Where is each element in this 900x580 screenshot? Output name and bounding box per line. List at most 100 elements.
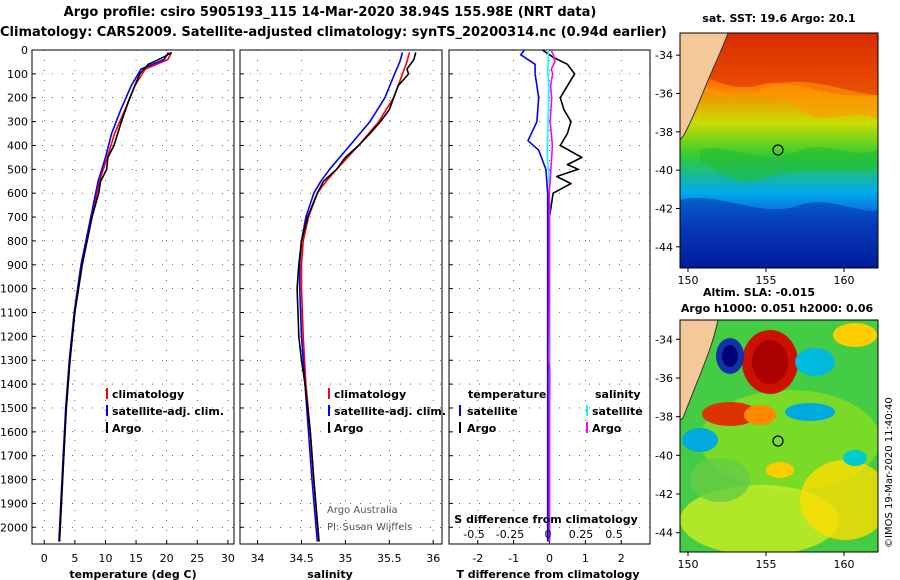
x-tick-label: -2: [472, 552, 483, 565]
series-line-satellite-adj-clim: [298, 52, 404, 542]
depth-tick-label: 1600: [0, 426, 28, 439]
sla-lon-tick-label: 160: [834, 558, 855, 571]
depth-tick-label: 100: [7, 68, 28, 81]
sla-map-title-2: Argo h1000: 0.051 h2000: 0.06: [681, 302, 874, 315]
depth-tick-label: 1900: [0, 497, 28, 510]
depth-tick-label: 400: [7, 139, 28, 152]
sst-map: [680, 33, 878, 268]
legend-label-s-argo: Argo: [592, 422, 622, 435]
salinity-axis-label: salinity: [307, 568, 353, 580]
depth-tick-label: 300: [7, 116, 28, 129]
x-tick-label: 0: [546, 552, 553, 565]
depth-tick-label: 1100: [0, 307, 28, 320]
x-tick-label: 0: [41, 552, 48, 565]
salinity-legend: climatology satellite-adj. clim. Argo: [328, 388, 446, 435]
s-diff-tick-label: 0: [545, 528, 552, 541]
legend-label-t-argo: Argo: [467, 422, 497, 435]
x-tick-label: 5: [71, 552, 78, 565]
sla-lat-tick-label: -36: [655, 372, 673, 385]
series-line-t-satellite: [519, 49, 549, 542]
sla-lat-tick-label: -44: [655, 527, 673, 540]
x-tick-label: 2: [618, 552, 625, 565]
legend-label-argo: Argo: [112, 422, 142, 435]
sla-lat-tick-label: -40: [655, 449, 673, 462]
s-difference-axis-label: S difference from climatology: [454, 513, 638, 526]
sst-lat-tick-label: -40: [655, 164, 673, 177]
imos-timestamp: ©IMOS 19-Mar-2020 11:40:40: [884, 397, 895, 548]
depth-tick-label: 600: [7, 187, 28, 200]
sst-argo-position-marker: [772, 144, 784, 156]
sla-argo-position-marker: [772, 435, 784, 447]
legend-label-argo: Argo: [334, 422, 364, 435]
sst-lat-tick-label: -44: [655, 241, 673, 254]
depth-tick-label: 200: [7, 92, 28, 105]
series-line-argo: [296, 52, 417, 542]
sla-lon-tick-label: 150: [678, 558, 699, 571]
depth-tick-label: 700: [7, 211, 28, 224]
sla-map-frame: [679, 319, 879, 553]
depth-tick-label: 1000: [0, 283, 28, 296]
x-tick-label: 34.5: [289, 552, 314, 565]
series-line-satellite-adj-clim: [58, 51, 170, 542]
x-tick-label: 25: [190, 552, 204, 565]
legend-label-s-satellite: satellite: [592, 405, 643, 418]
sst-lon-tick-label: 150: [678, 274, 699, 287]
salinity-panel-frame: [239, 49, 443, 545]
title-line-1: Argo profile: csiro 5905193_115 14-Mar-2…: [63, 5, 597, 20]
sla-lat-tick-label: -34: [655, 333, 673, 346]
sla-lon-tick-label: 155: [756, 558, 777, 571]
sst-lat-tick-label: -42: [655, 203, 673, 216]
x-tick-label: 35: [338, 552, 352, 565]
sla-map-title-1: Altim. SLA: -0.015: [703, 286, 815, 299]
sla-lat-tick-label: -42: [655, 488, 673, 501]
depth-tick-label: 900: [7, 259, 28, 272]
sst-lat-tick-label: -34: [655, 49, 673, 62]
depth-tick-label: 1800: [0, 474, 28, 487]
depth-tick-label: 500: [7, 163, 28, 176]
legend-label-satellite: satellite-adj. clim.: [334, 405, 446, 418]
s-diff-tick-label: -0.5: [463, 528, 484, 541]
s-diff-tick-label: -0.25: [496, 528, 524, 541]
depth-tick-label: 2000: [0, 521, 28, 534]
x-tick-label: 10: [98, 552, 112, 565]
difference-legend-salinity: salinity satellite Argo: [586, 388, 643, 435]
s-diff-tick-label: 0.25: [569, 528, 594, 541]
legend-title-temperature: temperature: [468, 388, 546, 401]
depth-tick-label: 1200: [0, 330, 28, 343]
depth-tick-label: 0: [21, 44, 28, 57]
depth-tick-label: 1400: [0, 378, 28, 391]
credit-line-1: Argo Australia: [327, 505, 398, 516]
x-tick-label: 1: [582, 552, 589, 565]
title-line-2: Climatology: CARS2009. Satellite-adjuste…: [0, 25, 667, 40]
sst-lon-tick-label: 160: [834, 274, 855, 287]
sst-lat-tick-label: -38: [655, 126, 673, 139]
x-tick-label: 34: [251, 552, 265, 565]
legend-label-climatology: climatology: [112, 388, 184, 401]
sst-map-frame: [679, 32, 879, 269]
x-tick-label: 36: [426, 552, 440, 565]
x-tick-label: 15: [129, 552, 143, 565]
series-line-argo: [58, 51, 173, 542]
x-tick-label: 20: [160, 552, 174, 565]
depth-tick-label: 1300: [0, 354, 28, 367]
series-line-climatology: [300, 52, 411, 542]
legend-title-salinity: salinity: [595, 388, 641, 401]
series-line-s-argo: [547, 49, 556, 542]
credit-line-2: PI: Susan Wijffels: [327, 522, 412, 533]
legend-label-t-satellite: satellite: [467, 405, 518, 418]
legend-label-climatology: climatology: [334, 388, 406, 401]
sla-lat-tick-label: -38: [655, 411, 673, 424]
depth-tick-label: 800: [7, 235, 28, 248]
sst-lat-tick-label: -36: [655, 88, 673, 101]
t-difference-axis-label: T difference from climatology: [456, 568, 639, 580]
temperature-axis-label: temperature (deg C): [69, 568, 196, 580]
depth-tick-label: 1500: [0, 402, 28, 415]
x-tick-label: -1: [508, 552, 519, 565]
depth-tick-label: 1700: [0, 450, 28, 463]
sst-lon-tick-label: 155: [756, 274, 777, 287]
x-tick-label: 35.5: [377, 552, 402, 565]
x-tick-label: 30: [221, 552, 235, 565]
s-diff-tick-label: 0.5: [605, 528, 623, 541]
sla-map: [680, 320, 878, 552]
